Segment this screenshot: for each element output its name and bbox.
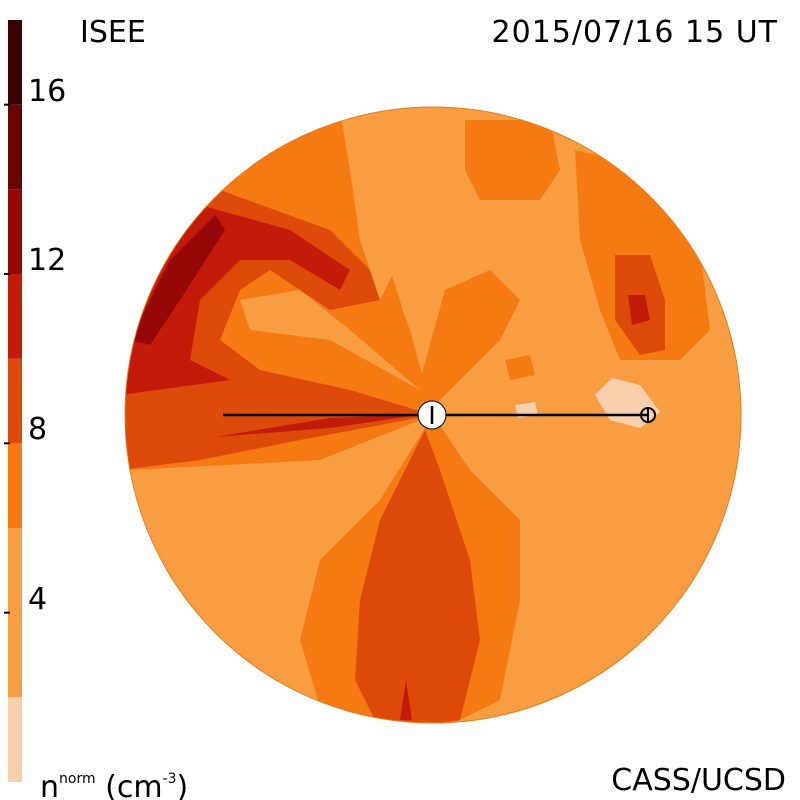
density-wedge-lower-left	[130, 415, 433, 580]
colorbar-level-0	[8, 697, 22, 782]
density-plume-streak	[400, 680, 412, 720]
density-pocket-top	[340, 107, 440, 300]
unit-open: (cm	[105, 770, 163, 800]
colorbar-level-2	[8, 443, 22, 528]
colorbar-level-1	[8, 528, 22, 698]
colorbar-tick-label-16: 16	[28, 73, 67, 109]
quantity-symbol: n	[40, 770, 60, 800]
unit-close: )	[176, 770, 189, 800]
credit-label: CASS/UCSD	[611, 763, 786, 798]
quantity-superscript: norm	[59, 771, 96, 787]
density-region-top-right	[465, 120, 560, 200]
colorbar-unit-label: nnorm (cm-3)	[40, 764, 188, 800]
density-pocket-left	[240, 290, 420, 390]
colorbar-tick-label-12: 12	[28, 243, 67, 278]
colorbar-level-6	[8, 104, 22, 190]
colorbar	[8, 20, 22, 782]
datetime-label: 2015/07/16 15 UT	[491, 15, 778, 50]
colorbar-level-3	[8, 358, 22, 444]
density-streak-center	[215, 414, 425, 437]
density-core-left	[130, 215, 225, 345]
colorbar-level-4	[8, 274, 22, 359]
instrument-label: ISEE	[80, 15, 146, 50]
unit-exponent: -3	[162, 771, 177, 787]
density-plume-core	[355, 430, 480, 723]
colorbar-tick-marks	[4, 103, 10, 614]
density-pocket-right	[520, 420, 560, 560]
colorbar-tick-label-8: 8	[28, 412, 48, 448]
disk-outline	[124, 106, 742, 724]
density-region-mid-right	[420, 270, 520, 415]
density-blob-right	[505, 355, 535, 380]
colorbar-tick-label-4: 4	[28, 581, 48, 617]
colorbar-level-7	[8, 20, 22, 105]
colorbar-level-5	[8, 189, 22, 274]
density-lobe-peak	[628, 295, 650, 325]
